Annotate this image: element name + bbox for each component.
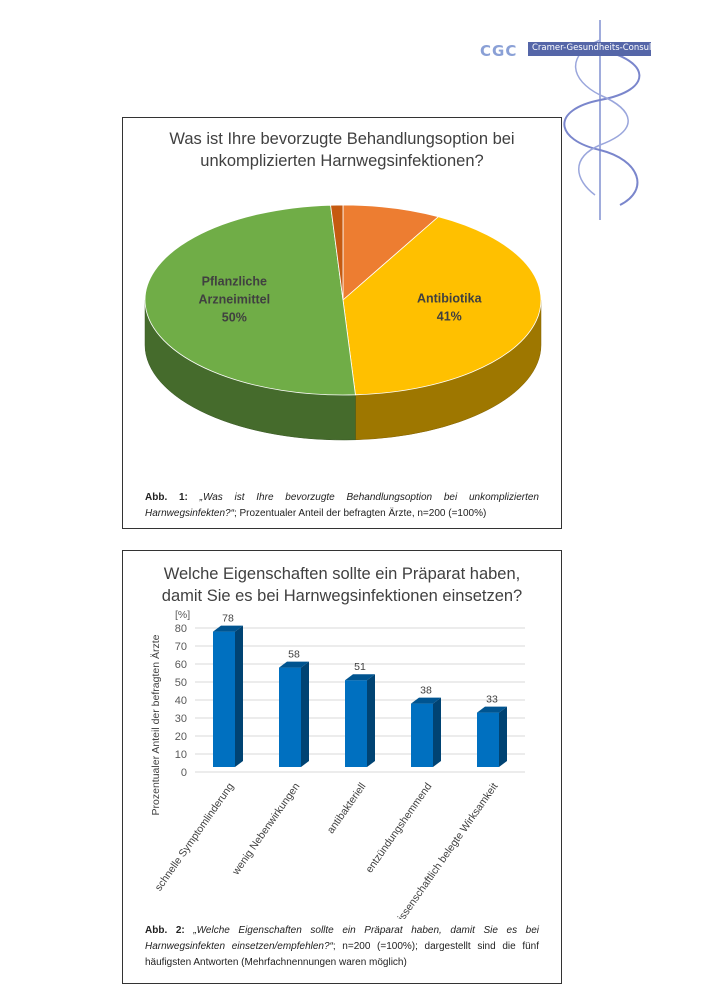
y-tick-label: 40 <box>175 695 187 707</box>
bar-top <box>213 625 243 632</box>
cgc-logo: CGC Cramer-Gesundheits-Consulting <box>480 20 690 220</box>
figure2-caption-rest: ; n=200 (=100%); dargestellt sind die fü… <box>145 941 539 968</box>
bar-value-label: 58 <box>288 649 300 661</box>
bar-title-line2: damit Sie es bei Harnwegsinfektionen ein… <box>161 587 523 605</box>
bar-value-label: 33 <box>486 694 498 706</box>
y-tick-label: 20 <box>175 731 187 743</box>
bar <box>279 667 301 767</box>
figure2-caption: Abb. 2: „Welche Eigenschaften sollte ein… <box>145 923 539 971</box>
bar-value-label: 38 <box>420 685 432 697</box>
bar-side <box>301 661 309 767</box>
pie-chart: Schmerz-mittel 8%Antibiotika41%Pflanzlic… <box>144 204 542 441</box>
y-tick-label: 80 <box>175 623 187 635</box>
bar-title-line1: Welche Eigenschaften sollte ein Präparat… <box>163 565 521 583</box>
bar-side <box>367 674 375 767</box>
pie-slice <box>144 204 356 396</box>
x-category-label: schnelle Symptomlinderung <box>153 781 237 894</box>
bar <box>213 631 235 767</box>
x-category-label: wenig Nebenwirkungen <box>229 781 302 878</box>
figure1-caption-rest: ; Prozentualer Anteil der befragten Ärzt… <box>233 508 487 519</box>
bar-value-label: 51 <box>354 661 366 673</box>
bar <box>345 680 367 767</box>
pie-data-label: Antibiotika 41% <box>417 291 483 323</box>
y-tick-label: 60 <box>175 659 187 671</box>
bar-top <box>477 706 507 713</box>
pie-data-label: Pflanzliche Arzneimittel 50% <box>199 274 271 324</box>
bar-top <box>411 697 441 704</box>
pie-chart-title: Was ist Ihre bevorzugte Behandlungsoptio… <box>123 128 561 172</box>
y-tick-label: 70 <box>175 641 187 653</box>
bar-side <box>433 697 441 767</box>
bar-top <box>345 674 375 681</box>
y-tick-label: 50 <box>175 677 187 689</box>
y-tick-label: 0 <box>181 767 187 779</box>
bar-chart: 0 10 20 30 40 50 60 70 80 [%] Prozentualer Anteil … <box>150 609 525 919</box>
bar-value-label: 78 <box>222 613 234 625</box>
figure1-caption-question: „Was ist Ihre bevorzugte Behandlungsopti… <box>145 492 539 519</box>
pie-slice <box>330 204 344 301</box>
figure2-caption-label: Abb. 2: <box>145 925 185 936</box>
bar <box>411 703 433 767</box>
figure2-panel: Welche Eigenschaften sollte ein Präparat… <box>122 550 562 984</box>
logo-name: Cramer-Gesundheits-Consulting <box>532 43 668 53</box>
pie-title-line1: Was ist Ihre bevorzugte Behandlungsoptio… <box>169 130 515 148</box>
logo-abbr: CGC <box>480 42 518 60</box>
pie-title-line2: unkomplizierten Harnwegsinfektionen? <box>200 152 484 170</box>
bar-chart-title: Welche Eigenschaften sollte ein Präparat… <box>123 563 561 607</box>
figure1-caption-label: Abb. 1: <box>145 492 188 503</box>
x-category-label: entzündungshemmend <box>363 781 434 876</box>
y-tick-label: 30 <box>175 713 187 725</box>
figure1-caption: Abb. 1: „Was ist Ihre bevorzugte Behandl… <box>145 490 539 522</box>
y-unit-label: [%] <box>175 609 190 621</box>
figure2-caption-question: „Welche Eigenschaften sollte ein Präpara… <box>145 925 540 952</box>
bar-side <box>235 625 243 767</box>
bar-side <box>499 706 507 767</box>
y-axis-title: Prozentualer Anteil der befragten Ärzte <box>150 634 162 815</box>
figure1-panel: Was ist Ihre bevorzugte Behandlungsoptio… <box>122 117 562 529</box>
y-tick-label: 10 <box>175 749 187 761</box>
pie-slice <box>342 204 440 301</box>
logo-name-bar <box>528 42 651 56</box>
x-category-label: antibakteriell <box>325 781 369 836</box>
x-category-label: wissenschaftlich belegte Wirksamkeit <box>391 781 501 919</box>
bar-top <box>279 661 309 668</box>
bar <box>477 712 499 767</box>
pie-slice <box>342 216 542 396</box>
